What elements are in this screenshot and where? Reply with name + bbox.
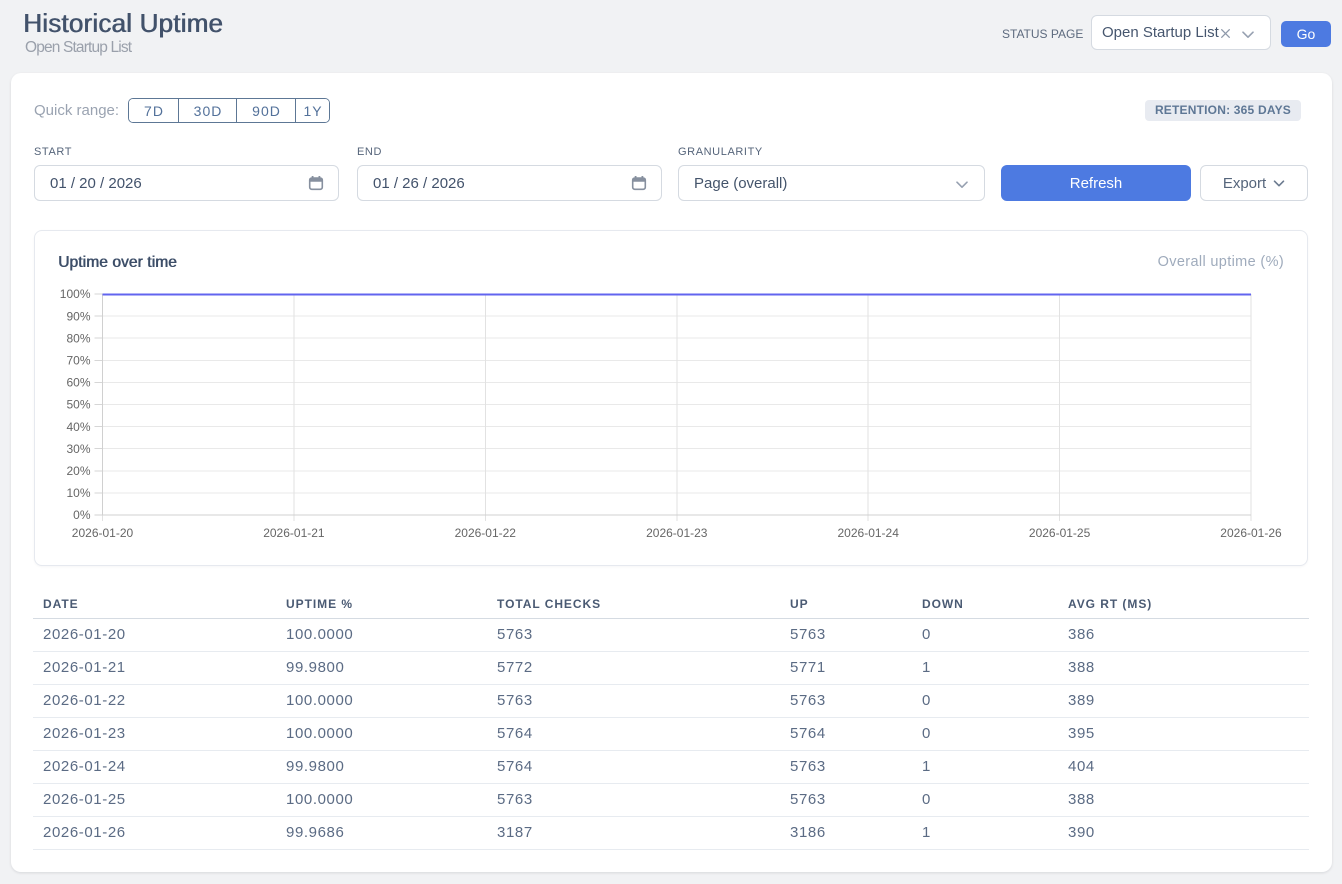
svg-text:0%: 0% [73, 508, 91, 522]
svg-text:40%: 40% [66, 420, 90, 434]
svg-text:2026-01-21: 2026-01-21 [263, 526, 325, 540]
svg-text:90%: 90% [66, 309, 90, 323]
svg-text:2026-01-20: 2026-01-20 [72, 526, 134, 540]
svg-text:60%: 60% [66, 376, 90, 390]
svg-text:30%: 30% [66, 442, 90, 456]
svg-text:2026-01-23: 2026-01-23 [646, 526, 708, 540]
svg-text:2026-01-25: 2026-01-25 [1029, 526, 1091, 540]
svg-text:50%: 50% [66, 398, 90, 412]
svg-text:100%: 100% [60, 287, 91, 301]
svg-text:70%: 70% [66, 354, 90, 368]
svg-text:2026-01-24: 2026-01-24 [838, 526, 900, 540]
svg-text:80%: 80% [66, 331, 90, 345]
svg-text:10%: 10% [66, 486, 90, 500]
svg-text:2026-01-22: 2026-01-22 [455, 526, 517, 540]
svg-text:20%: 20% [66, 464, 90, 478]
svg-text:2026-01-26: 2026-01-26 [1220, 526, 1282, 540]
